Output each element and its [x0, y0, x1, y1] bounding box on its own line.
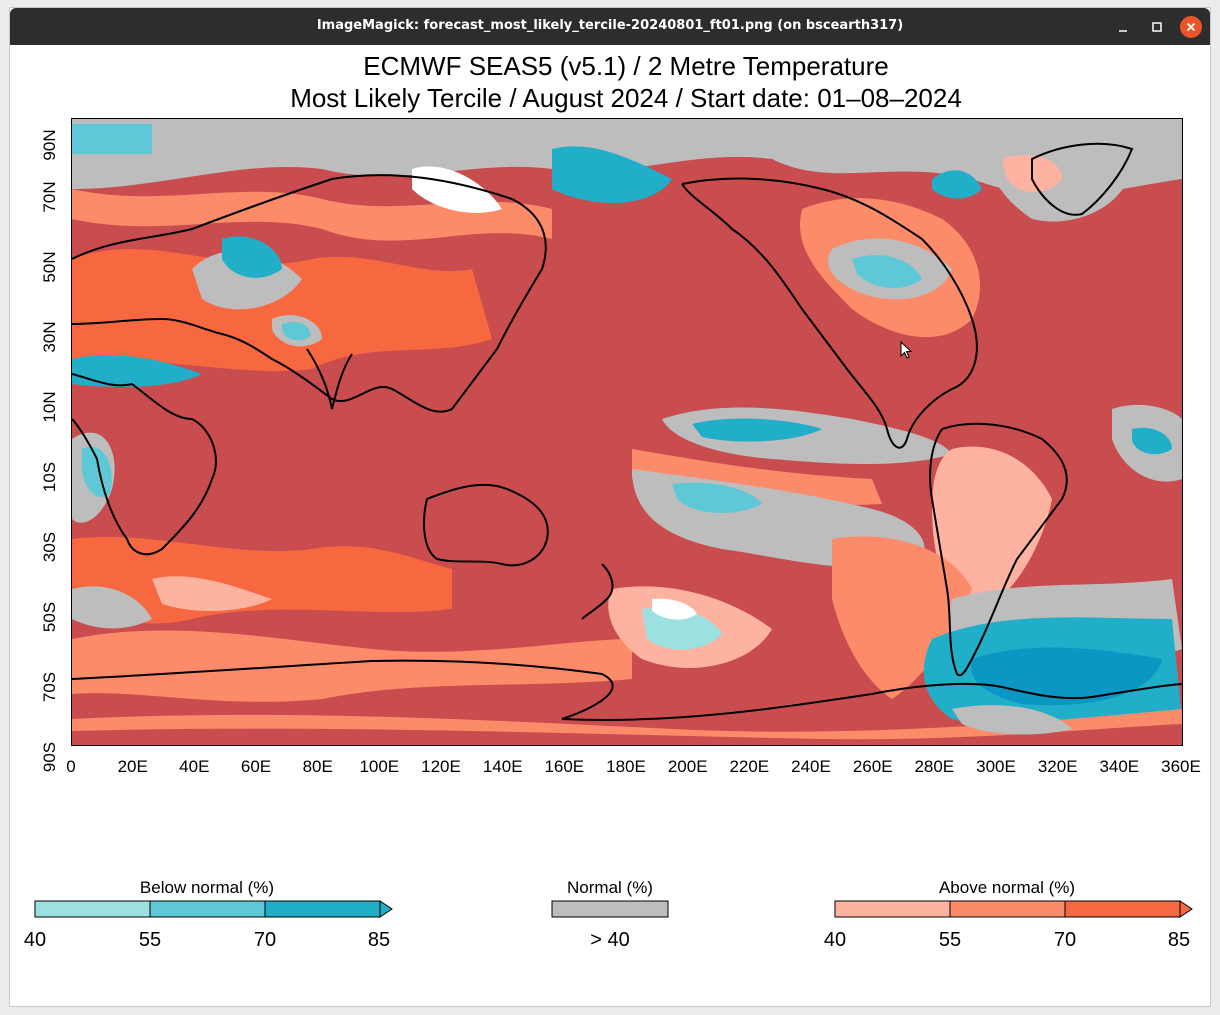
coast-greenland: [1031, 142, 1134, 216]
x-tick-label: 160E: [544, 757, 585, 776]
x-tick-label: 200E: [667, 757, 708, 776]
maximize-icon: [1152, 22, 1162, 32]
y-tick-label: 30N: [40, 321, 59, 353]
region-white: [412, 166, 502, 213]
y-tick-label: 70N: [40, 181, 59, 213]
x-tick-label: 300E: [976, 757, 1016, 776]
maximize-button[interactable]: [1146, 16, 1168, 38]
region-above-70: [72, 249, 492, 372]
legend-below-colorbar: [34, 900, 393, 918]
region-above-55: [72, 189, 552, 241]
region-ocean-dominant: [72, 724, 1182, 745]
legend-below-label: 70: [253, 929, 277, 951]
close-icon: [1186, 22, 1196, 32]
x-tick-label: 40E: [179, 757, 210, 776]
region-below: [82, 446, 112, 498]
region-below: [222, 236, 282, 278]
region-below-light: [282, 322, 311, 341]
x-tick-label: 120E: [421, 757, 461, 776]
minimize-button[interactable]: [1112, 16, 1134, 38]
minimize-icon: [1119, 30, 1127, 32]
tercile-map: [71, 118, 1183, 746]
x-tick-label: 320E: [1037, 757, 1078, 776]
coast-australia: [423, 483, 549, 567]
x-tick-label: 20E: [117, 757, 148, 776]
coast-south-america: [929, 422, 1068, 677]
x-tick-label: 0: [66, 757, 76, 776]
coast-africa: [72, 373, 217, 556]
figure-title: ECMWF SEAS5 (v5.1) / 2 Metre Temperature: [363, 51, 889, 81]
region-below-light: [642, 607, 722, 650]
region-below: [692, 418, 822, 442]
region-above-55: [832, 536, 972, 699]
coastlines: [72, 142, 1182, 721]
x-tick-label: 140E: [482, 757, 523, 776]
coast-eurasia: [72, 174, 547, 413]
x-tick-label: 260E: [852, 757, 893, 776]
legend-above-label: 70: [1053, 929, 1077, 951]
x-tick-label: 360E: [1161, 757, 1201, 776]
image-canvas[interactable]: ECMWF SEAS5 (v5.1) / 2 Metre Temperature…: [10, 45, 1210, 1006]
x-tick-label: 240E: [791, 757, 831, 776]
legend-below-label: 55: [138, 929, 162, 951]
legend-above-label: 55: [938, 929, 962, 951]
coast-india: [306, 348, 353, 410]
y-tick-label: 30S: [40, 531, 59, 563]
region-below: [552, 146, 672, 203]
x-tick-label: 180E: [606, 757, 646, 776]
x-tick-label: 80E: [302, 757, 333, 776]
legend-above-label: 40: [823, 929, 847, 951]
coast-north-america: [681, 177, 978, 449]
region-below: [1132, 427, 1172, 455]
region-below: [932, 170, 982, 199]
y-tick-label: 50N: [40, 251, 59, 283]
region-above-55: [72, 630, 632, 702]
y-tick-label: 90N: [40, 129, 59, 161]
close-button[interactable]: [1180, 16, 1202, 38]
legend-below-title: Below normal (%): [139, 878, 275, 897]
legend-normal-title: Normal (%): [567, 878, 653, 897]
region-white: [652, 598, 697, 620]
title-bar[interactable]: ImageMagick: forecast_most_likely_tercil…: [10, 8, 1210, 45]
legend-above-colorbar: [834, 900, 1193, 918]
coast-antarctica: [72, 659, 1182, 721]
region-above-40: [152, 576, 272, 611]
y-tick-label: 10S: [40, 461, 59, 493]
legend-below-label: 85: [367, 929, 391, 951]
window-title: ImageMagick: forecast_most_likely_tercil…: [316, 18, 904, 33]
legend-above-title: Above normal (%): [938, 878, 1076, 897]
region-normal: [952, 705, 1072, 735]
legend-above-label: 85: [1167, 929, 1191, 951]
mouse-pointer-icon: [900, 341, 913, 359]
x-tick-label: 340E: [1099, 757, 1140, 776]
region-below: [852, 255, 922, 289]
figure-subtitle: Most Likely Tercile / August 2024 / Star…: [290, 83, 962, 113]
coast-new-zealand: [581, 563, 614, 620]
x-tick-label: 100E: [359, 757, 400, 776]
x-tick-label: 280E: [914, 757, 955, 776]
region-below: [72, 354, 202, 387]
x-tick-label: 60E: [240, 757, 272, 776]
legend-below-label: 40: [23, 929, 47, 951]
legend-normal-colorbar: [551, 900, 669, 918]
imagemagick-window: ImageMagick: forecast_most_likely_tercil…: [10, 8, 1210, 1006]
region-normal: [72, 119, 1182, 195]
map-graphic: [72, 119, 1182, 745]
y-tick-label: 50S: [40, 601, 59, 633]
y-tick-label: 90S: [40, 741, 59, 773]
region-below-light: [72, 124, 152, 154]
region-below: [672, 482, 762, 514]
y-tick-label: 10N: [40, 391, 59, 423]
legend-normal-label: > 40: [590, 929, 630, 951]
x-tick-label: 220E: [729, 757, 770, 776]
region-normal: [72, 586, 152, 629]
y-tick-label: 70S: [40, 671, 59, 703]
